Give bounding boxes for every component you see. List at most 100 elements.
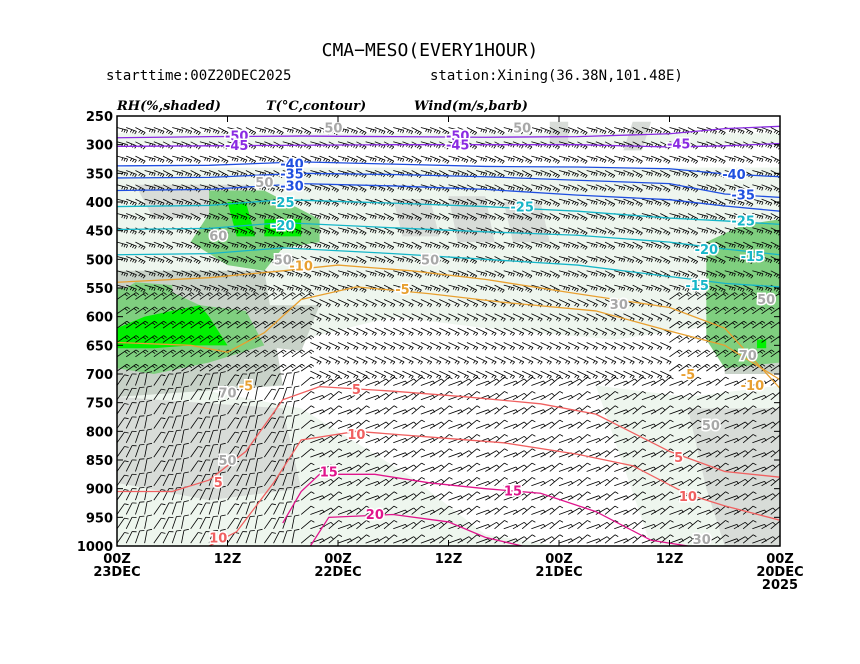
wind-barb-351 [660, 184, 671, 193]
wind-barb-413 [558, 198, 570, 205]
wind-barb-11 [218, 127, 229, 136]
wind-barb-483 [531, 213, 543, 220]
wind-barb-223 [153, 170, 165, 178]
wind-barb-27 [365, 127, 377, 134]
wind-barb-200 [614, 155, 626, 162]
y-tick-label-6: 550 [86, 282, 113, 297]
temp-contour-label-1-1: -45 [446, 139, 470, 154]
temp-contour-label-1-2: -45 [667, 138, 691, 153]
wind-barb-342 [577, 184, 588, 193]
temp-contour-label-7-0: -15 [685, 279, 709, 294]
wind-barb-459 [310, 213, 322, 220]
wind-barb-35 [439, 127, 450, 136]
wind-barb-627 [512, 241, 524, 249]
rh-header: RH(%,shaded) [116, 99, 221, 114]
rh-label-0: 50 [324, 121, 342, 136]
wind-barb-633 [568, 241, 579, 249]
wind-barb-444 [172, 213, 184, 220]
wind-barb-608 [337, 241, 349, 248]
wind-barb-453 [255, 213, 267, 220]
wind-barb-17 [273, 127, 284, 136]
wind-barb-37 [457, 127, 469, 135]
wind-barb-176 [393, 155, 405, 162]
wind-barb-194 [558, 155, 570, 162]
wind-barb-432 [733, 198, 745, 206]
wind-header: Wind(m/s,barb) [414, 99, 528, 114]
wind-barb-30 [393, 127, 405, 134]
wind-barb-437 [779, 199, 780, 200]
wind-barb-215 [752, 155, 764, 162]
wind-barb-562 [586, 227, 598, 234]
wind-barb-537 [356, 227, 367, 236]
rh-region-15 [190, 190, 320, 271]
wind-barb-570 [660, 227, 671, 236]
wind-barb-203 [641, 155, 653, 162]
wind-barb-625 [494, 241, 505, 250]
wind-barb-612 [374, 241, 386, 249]
wind-barb-198 [595, 155, 607, 163]
temp-contour-label-11-2: 10 [679, 490, 697, 505]
wind-barb-12 [227, 127, 239, 134]
wind-barb-456 [282, 213, 294, 220]
wind-barb-357 [715, 184, 726, 193]
wind-barb-5 [162, 127, 174, 136]
wind-barb-948 [779, 298, 780, 300]
wind-barb-484 [540, 213, 552, 221]
wind-barb-1240 [779, 356, 780, 357]
wind-barb-446 [190, 213, 201, 222]
wind-barb-577 [724, 227, 736, 234]
wind-barb-313 [310, 184, 322, 191]
wind-barb-450 [227, 213, 239, 220]
wind-barb-180 [429, 155, 441, 163]
wind-barb-656 [779, 242, 780, 243]
wind-barb-268 [568, 170, 579, 178]
wind-barb-406 [494, 198, 505, 207]
wind-barb-14 [245, 127, 257, 136]
wind-barb-225 [172, 170, 184, 177]
wind-barb-401 [448, 198, 460, 205]
wind-barb-3 [144, 127, 156, 134]
wind-barb-597 [236, 241, 248, 249]
x-tick-label-3-0: 12Z [435, 552, 463, 567]
wind-barb-154 [190, 155, 201, 164]
x-tick-label-5-0: 12Z [656, 552, 684, 567]
wind-barb-38 [466, 127, 478, 136]
temp-contour-label-11-1: 10 [209, 531, 227, 546]
wind-barb-272 [604, 170, 616, 179]
wind-barb-440 [135, 213, 146, 222]
wind-barb-258 [476, 170, 488, 177]
wind-barb-469 [402, 213, 414, 221]
wind-barb-314 [319, 184, 331, 192]
wind-barb-605 [310, 241, 322, 248]
wind-barb-481 [512, 213, 524, 221]
wind-barb-607 [328, 241, 339, 250]
wind-barb-501 [697, 213, 709, 220]
wind-barb-422 [641, 198, 653, 205]
wind-barb-21 [310, 127, 322, 134]
wind-barb-189 [512, 155, 524, 163]
wind-barb-216 [761, 155, 773, 163]
wind-barb-209 [697, 155, 709, 162]
wind-barb-533 [319, 227, 331, 235]
wind-barb-592 [190, 241, 201, 250]
temp-contour-label-5-2: -25 [731, 214, 755, 229]
wind-barb-2043 [779, 514, 780, 515]
rh-label-9: 70 [218, 386, 236, 401]
wind-barb-598 [245, 241, 257, 250]
wind-barb-65 [715, 127, 726, 136]
wind-barb-635 [586, 241, 598, 248]
y-tick-label-1: 300 [86, 139, 113, 154]
wind-barb-280 [678, 170, 690, 178]
wind-barb-452 [245, 213, 257, 222]
wind-barb-layer [117, 127, 780, 544]
wind-barb-335 [512, 184, 524, 192]
wind-barb-260 [494, 170, 505, 179]
wind-barb-618 [429, 241, 441, 249]
wind-barb-369 [153, 198, 165, 206]
rh-label-8: 70 [739, 349, 757, 364]
wind-barb-416 [586, 198, 598, 205]
wind-barb-442 [153, 213, 165, 221]
rh-label-3: 60 [209, 229, 227, 244]
wind-barb-224 [162, 170, 174, 179]
